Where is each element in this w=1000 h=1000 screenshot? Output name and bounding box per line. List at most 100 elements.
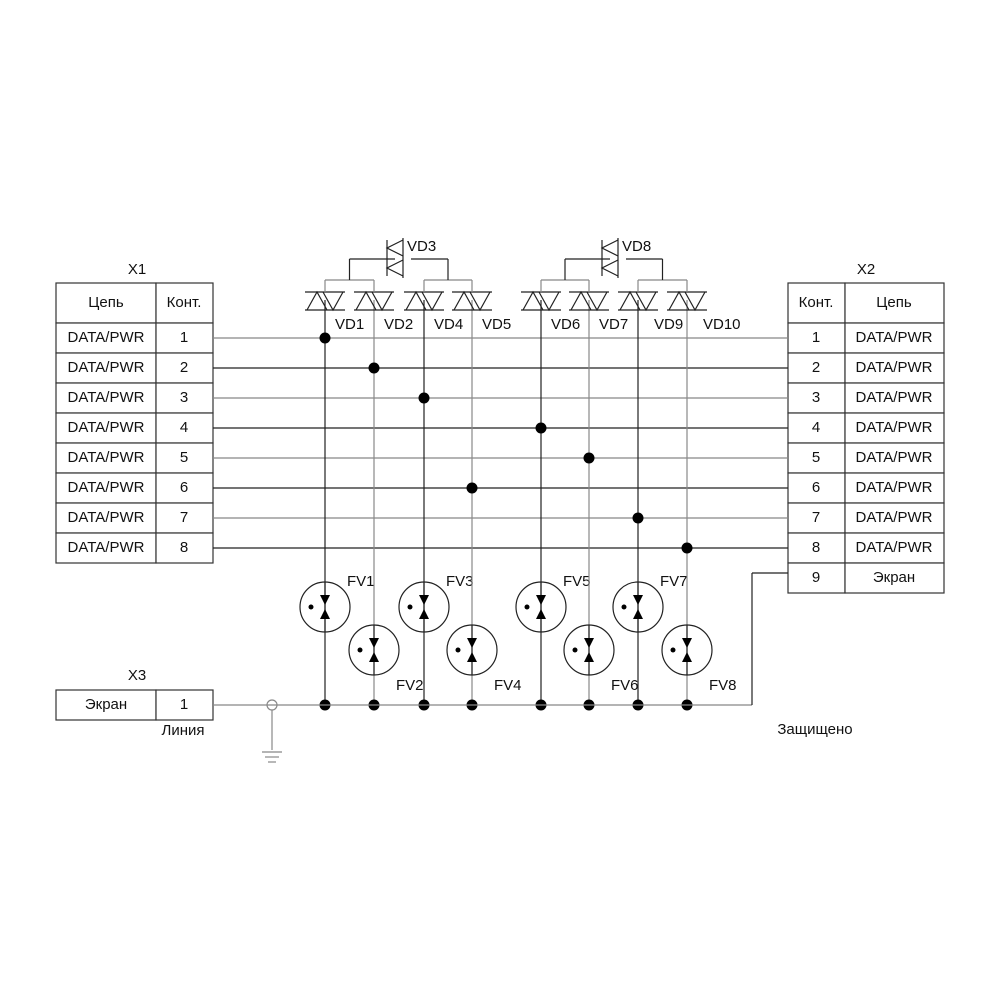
- x3-circuit: Экран: [85, 696, 127, 713]
- arrester-label: FV5: [563, 573, 591, 590]
- tvs-diode-icon: [684, 291, 706, 312]
- junction-dot: [319, 332, 331, 344]
- x1-circuit: DATA/PWR: [68, 509, 145, 526]
- x1-contact: 8: [180, 539, 188, 556]
- x2-circuit: DATA/PWR: [856, 509, 933, 526]
- x2-contact: 7: [812, 509, 820, 526]
- x3-contact: 1: [180, 696, 188, 713]
- x1-cell: [155, 472, 214, 504]
- tvs-diode-icon: [668, 290, 690, 311]
- tvs-diode-icon: [635, 291, 657, 312]
- diode-label: VD7: [599, 316, 628, 333]
- tvs-diode-icon: [371, 291, 393, 312]
- x1-circuit: DATA/PWR: [68, 419, 145, 436]
- terminal-icon: [266, 699, 278, 711]
- x2-contact: 1: [812, 329, 820, 346]
- x2-circuit: DATA/PWR: [856, 419, 933, 436]
- x2-circuit: DATA/PWR: [856, 389, 933, 406]
- junction-dot: [632, 512, 644, 524]
- x1-header-cell: [155, 282, 214, 324]
- tvs-diode-icon: [538, 291, 560, 312]
- tvs-diode-icon: [421, 291, 443, 312]
- x2-header-circuit: Цепь: [876, 294, 912, 311]
- diode-label: VD1: [335, 316, 364, 333]
- x2-cell: [844, 352, 945, 384]
- x1-circuit: DATA/PWR: [68, 539, 145, 556]
- tvs-diode-icon: [385, 259, 404, 277]
- junction-dot: [418, 392, 430, 404]
- tvs-diode-icon: [522, 290, 544, 311]
- tvs-diode-icon: [469, 291, 491, 312]
- arrester-label: FV6: [611, 677, 639, 694]
- x1-cell: [155, 382, 214, 414]
- diode-label: VD5: [482, 316, 511, 333]
- x1-circuit: DATA/PWR: [68, 329, 145, 346]
- dot-icon: [670, 647, 676, 653]
- x1-contact: 6: [180, 479, 188, 496]
- x2-circuit: DATA/PWR: [856, 479, 933, 496]
- x1-circuit: DATA/PWR: [68, 359, 145, 376]
- x1-title: X1: [128, 261, 146, 278]
- arrow-down-icon: [320, 595, 330, 605]
- arrow-down-icon: [419, 595, 429, 605]
- x1-header-cell: [55, 282, 157, 324]
- arrester-label: FV4: [494, 677, 522, 694]
- x3-line-label: Линия: [161, 722, 204, 739]
- x1-cell: [155, 442, 214, 474]
- x3-cell: [155, 689, 214, 721]
- junction-dot: [535, 422, 547, 434]
- x1-contact: 4: [180, 419, 188, 436]
- x2-cell: [844, 412, 945, 444]
- x2-contact: 8: [812, 539, 820, 556]
- x2-circuit: DATA/PWR: [856, 329, 933, 346]
- x2-header-cell: [787, 282, 846, 324]
- x2-title: X2: [857, 261, 875, 278]
- arrester-label: FV2: [396, 677, 424, 694]
- x2-cell: [844, 322, 945, 354]
- dot-icon: [572, 647, 578, 653]
- x1-contact: 2: [180, 359, 188, 376]
- tvs-diode-icon: [600, 259, 619, 277]
- x2-contact: 6: [812, 479, 820, 496]
- x2-cell: [844, 382, 945, 414]
- x1-circuit: DATA/PWR: [68, 479, 145, 496]
- dot-icon: [621, 604, 627, 610]
- x1-header-contact: Конт.: [167, 294, 202, 311]
- x2-cell: [787, 472, 846, 504]
- x1-contact: 1: [180, 329, 188, 346]
- x1-cell: [55, 532, 157, 564]
- arrow-down-icon: [536, 595, 546, 605]
- arrow-up-icon: [369, 652, 379, 662]
- x2-cell: [787, 562, 846, 594]
- arrow-up-icon: [536, 609, 546, 619]
- x2-circuit: DATA/PWR: [856, 449, 933, 466]
- arrow-down-icon: [633, 595, 643, 605]
- x1-cell: [155, 352, 214, 384]
- dot-icon: [308, 604, 314, 610]
- x1-cell: [155, 412, 214, 444]
- x1-header-circuit: Цепь: [88, 294, 124, 311]
- tvs-diode-icon: [355, 290, 377, 311]
- x1-circuit: DATA/PWR: [68, 389, 145, 406]
- x2-contact: 4: [812, 419, 820, 436]
- arrow-down-icon: [369, 638, 379, 648]
- diode-label: VD3: [407, 238, 436, 255]
- arrow-up-icon: [320, 609, 330, 619]
- diode-label: VD6: [551, 316, 580, 333]
- arrester-label: FV8: [709, 677, 737, 694]
- arrow-down-icon: [467, 638, 477, 648]
- x1-contact: 3: [180, 389, 188, 406]
- x1-contact: 5: [180, 449, 188, 466]
- x2-cell: [844, 532, 945, 564]
- arrow-up-icon: [419, 609, 429, 619]
- x2-contact: 3: [812, 389, 820, 406]
- arrow-up-icon: [467, 652, 477, 662]
- arrester-label: FV7: [660, 573, 688, 590]
- tvs-diode-icon: [570, 290, 592, 311]
- x2-contact: 9: [812, 569, 820, 586]
- arrow-up-icon: [584, 652, 594, 662]
- junction-dot: [466, 482, 478, 494]
- x3-title: X3: [128, 667, 146, 684]
- x2-contact: 2: [812, 359, 820, 376]
